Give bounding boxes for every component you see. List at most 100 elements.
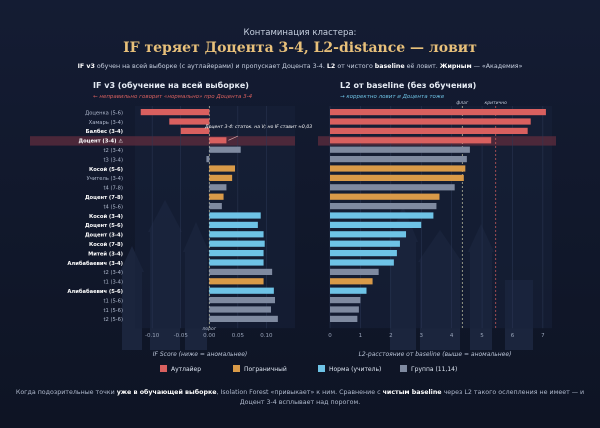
if-score-bar [209,174,233,181]
category-label: Митей (3-4) [88,250,123,257]
l2-distance-bar [330,193,440,200]
category-label: Алибабаевич (3-4) [67,260,123,267]
category-label: Доцент (5-6) [85,223,123,229]
left-tick-label: -0.05 [174,333,189,339]
if-score-bar [169,118,210,125]
category-label: t2 (5-6) [103,317,123,323]
if-score-bar [209,165,235,172]
category-label: t3 (3-4) [103,157,123,163]
if-score-bar [140,109,210,116]
footer-part-5: через L2 такого ослепления не имеет — и [442,389,585,396]
category-label: t1 (5-6) [103,298,123,304]
category-label: t1 (5-6) [103,308,123,314]
category-label: Доцент (3-4) [85,233,123,239]
if-score-bar [209,306,271,313]
if-score-bar [209,259,264,266]
subtitle-part-8: — «Академия» [472,63,523,70]
annotation-arrow [228,135,239,141]
category-label: Алибабаевич (5-6) [67,288,123,295]
legend-label-outlier: Аутлайер [171,366,201,373]
l2-distance-bar [330,203,437,210]
category-label: Доцент (7-8) [85,195,123,201]
if-score-bar [209,240,265,247]
left-panel-subtitle: ← неправильно говорит «нормально» про До… [93,94,253,100]
right-tick-label: 5 [480,333,484,339]
subtitle-part-6: её ловит. [405,62,440,70]
legend-swatch-outlier [160,365,167,372]
legend-label-group: Группа (11,14) [411,366,457,373]
legend-label-borderline: Пограничный [244,366,287,373]
annotation-text: Доцент 3-4: статок. на V; но IF ставит ≈… [204,124,312,130]
footer-part-1: Когда подозрительные точки [16,389,117,396]
subtitle-part-7: Жирным [440,63,472,70]
if-score-bar [180,127,210,134]
l2-distance-bar [330,278,373,285]
l2-distance-bar [330,184,455,191]
highlight-row-left [30,136,295,146]
if-score-bar [209,203,222,210]
category-label: t2 (3-4) [103,270,123,276]
l2-distance-bar [330,268,379,275]
subtitle-part-5: baseline [375,63,405,70]
l2-distance-bar [330,118,531,125]
header-kicker: Контаминация кластера: [244,28,357,38]
if-score-bar [209,297,275,304]
left-tick-label: -0.10 [145,333,160,339]
category-label: Косой (5-6) [89,166,123,173]
if-score-bar [209,212,261,219]
footer-part-4: чистым baseline [383,389,442,396]
if-score-bar [209,278,264,285]
if-score-bar [209,268,273,275]
l2-distance-bar [330,306,359,313]
category-label: t4 (5-6) [103,204,123,210]
left-x-axis-label: IF Score (ниже = аномальнее) [153,351,248,358]
category-label: Доценка (5-6) [85,110,123,116]
l2-distance-bar [330,174,464,181]
left-tick-label: 0.05 [232,333,245,339]
l2-distance-panel: 0 1 2 3 4 5 6 7 флаг критично [318,100,556,339]
if-score-bar [209,250,264,257]
l2-distance-bar [330,137,492,144]
l2-distance-bar [330,287,367,294]
category-label: t2 (3-4) [103,148,123,154]
l2-distance-bar [330,212,434,219]
subtitle-part-3: L2 [327,63,335,70]
subtitle-part-1: IF v3 [78,63,95,70]
left-tick-label: 0.10 [260,333,273,339]
right-x-axis-label: L2-расстояние от baseline (выше = аномал… [359,351,512,358]
l2-distance-bar [330,109,546,116]
legend: Аутлайер Пограничный Норма (учитель) Гру… [160,365,457,373]
if-score-bar [209,184,227,191]
legend-swatch-group [400,365,407,372]
right-tick-label: 4 [450,333,454,339]
left-panel-title: IF v3 (обучение на всей выборке) [93,80,249,90]
l2-distance-bar [330,315,358,322]
l2-distance-bar [330,165,466,172]
l2-distance-bar [330,250,397,257]
right-tick-label: 1 [359,333,363,339]
footer-line-2: Доцент 3-4 всплывает над порогом. [240,399,360,406]
if-score-bar [206,156,210,163]
legend-swatch-borderline [233,365,240,372]
left-tick-label: 0.00 [203,333,216,339]
legend-label-normal: Норма (учитель) [329,366,381,373]
right-tick-label: 0 [328,333,332,339]
if-score-bar [209,221,258,228]
footer-part-2: уже в обучающей выборке [117,388,217,396]
subtitle-part-2: обучен на всей выборке (с аутлайерами) и… [95,62,327,70]
category-label: Косой (3-4) [89,213,123,220]
l2-distance-bar [330,231,407,238]
right-flag-threshold-label: флаг [456,100,468,106]
right-tick-label: 2 [389,333,393,339]
right-tick-label: 6 [511,333,515,339]
if-score-bar [209,231,264,238]
l2-distance-bar [330,221,422,228]
if-score-bar [209,137,227,144]
l2-distance-bar [330,240,400,247]
header-title: IF теряет Доцента 3-4, L2-distance — лов… [123,40,477,56]
legend-swatch-normal [318,365,325,372]
if-score-bar [209,193,224,200]
right-panel-subtitle: → корректно ловит и Доцента тоже [340,94,445,100]
category-label: Балбес (3-4) [86,128,123,135]
